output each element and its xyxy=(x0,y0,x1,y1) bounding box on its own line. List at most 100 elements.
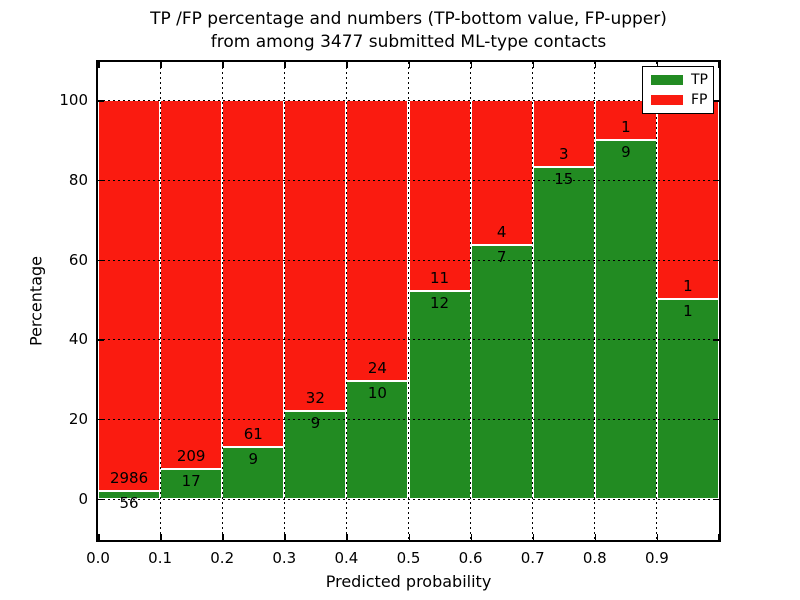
x-tick-label: 0.3 xyxy=(272,549,297,567)
gridline-horizontal xyxy=(98,259,719,261)
y-axis-tick-right xyxy=(713,418,719,421)
y-tick-label: 20 xyxy=(68,409,88,428)
y-axis-tick-right xyxy=(713,498,719,501)
tp-bar-segment xyxy=(594,140,657,499)
legend: TP FP xyxy=(642,66,714,114)
chart-title-line2: from among 3477 submitted ML-type contac… xyxy=(210,32,607,52)
fp-count-label: 1 xyxy=(621,118,631,137)
tp-bar-segment xyxy=(98,491,161,499)
gridline-vertical xyxy=(345,62,347,540)
tp-bar-segment xyxy=(160,468,223,499)
gridline-vertical xyxy=(283,62,285,540)
x-tick-label: 0.8 xyxy=(582,549,607,567)
x-axis-label: Predicted probability xyxy=(325,572,492,591)
y-tick-label: 60 xyxy=(68,250,88,269)
tp-count-label: 7 xyxy=(496,248,507,267)
gridline-vertical xyxy=(532,62,534,540)
tp-bar-segment xyxy=(656,299,719,499)
gridline-vertical xyxy=(221,62,223,540)
tp-legend-label: TP xyxy=(691,71,708,88)
y-axis-tick xyxy=(98,418,104,421)
tp-bar-segment xyxy=(222,447,285,499)
x-tick-label: 0.2 xyxy=(210,549,235,567)
x-axis-tick-top xyxy=(284,62,286,68)
fp-count-label: 32 xyxy=(305,389,325,408)
y-axis-tick-right xyxy=(713,100,719,102)
x-axis-tick xyxy=(656,534,659,540)
fp-bar-segment xyxy=(346,100,409,382)
x-axis-tick-top xyxy=(346,62,348,68)
fp-bar-segment xyxy=(222,100,285,448)
fp-bar-segment xyxy=(408,100,471,291)
x-axis-tick-top xyxy=(98,62,100,68)
chart-title: TP /FP percentage and numbers (TP-bottom… xyxy=(98,8,719,54)
x-axis-tick xyxy=(470,534,473,540)
x-tick-label: 0.7 xyxy=(520,549,545,567)
x-axis-tick-top xyxy=(408,62,410,68)
gridline-horizontal xyxy=(98,179,719,181)
gridline-horizontal xyxy=(98,100,719,102)
y-tick-label: 0 xyxy=(78,489,88,508)
fp-bar-segment xyxy=(470,100,533,246)
x-axis-tick xyxy=(160,534,162,540)
fp-count-label: 2986 xyxy=(109,469,149,488)
x-tick-label: 0.1 xyxy=(148,549,173,567)
fp-bar-segment xyxy=(98,100,161,492)
x-axis-tick xyxy=(408,534,410,540)
tp-bar-segment xyxy=(470,245,533,499)
x-axis-tick-top xyxy=(717,62,719,68)
y-axis-tick xyxy=(98,339,104,341)
gridline-horizontal xyxy=(98,498,719,500)
fp-count-label: 61 xyxy=(243,425,263,444)
y-axis-tick xyxy=(98,259,104,262)
x-axis-tick xyxy=(284,534,286,540)
fp-bar-segment xyxy=(656,100,719,300)
x-tick-label: 0.0 xyxy=(86,549,110,567)
gridline-horizontal xyxy=(98,418,719,420)
tp-count-label: 9 xyxy=(248,450,259,469)
gridline-vertical xyxy=(159,62,161,540)
x-tick-label: 0.6 xyxy=(458,549,483,567)
tp-count-label: 1 xyxy=(683,302,693,321)
tp-count-label: 17 xyxy=(181,471,201,490)
x-axis-tick-top xyxy=(222,62,224,68)
x-axis-tick-top xyxy=(656,62,659,68)
x-axis-tick xyxy=(717,534,719,540)
fp-legend-label: FP xyxy=(691,92,708,109)
x-axis-tick xyxy=(98,534,100,540)
tp-count-label: 56 xyxy=(119,494,139,513)
gridline-vertical xyxy=(408,62,409,540)
tp-bar-segment xyxy=(346,381,409,499)
fp-count-label: 24 xyxy=(367,359,387,378)
x-axis-tick xyxy=(222,534,224,540)
x-tick-label: 0.4 xyxy=(334,549,359,567)
fp-count-label: 1 xyxy=(683,277,693,296)
tp-count-label: 15 xyxy=(554,169,574,188)
y-axis-tick-right xyxy=(713,259,719,262)
chart-title-line1: TP /FP percentage and numbers (TP-bottom… xyxy=(150,9,667,29)
fp-bar-segment xyxy=(160,100,223,469)
legend-item-tp: TP xyxy=(643,72,713,88)
tp-count-label: 9 xyxy=(621,143,631,162)
legend-item-fp: FP xyxy=(643,92,713,108)
x-axis-tick-top xyxy=(470,62,473,68)
fp-legend-swatch xyxy=(651,95,683,106)
fp-count-label: 4 xyxy=(496,223,507,242)
x-tick-label: 0.9 xyxy=(644,549,669,567)
y-axis-tick xyxy=(98,179,104,182)
x-axis-tick-top xyxy=(594,62,597,68)
tp-count-label: 9 xyxy=(310,414,321,433)
y-axis-tick xyxy=(98,100,104,102)
fp-count-label: 11 xyxy=(430,268,450,287)
gridline-horizontal xyxy=(98,339,719,341)
y-tick-label: 80 xyxy=(68,170,88,189)
gridline-vertical xyxy=(656,62,658,540)
tp-bar-segment xyxy=(532,166,595,499)
tp-bar-segment xyxy=(284,411,347,499)
x-tick-label: 0.5 xyxy=(396,549,421,567)
fp-count-label: 3 xyxy=(558,144,569,163)
tp-count-label: 10 xyxy=(367,384,387,403)
gridline-vertical xyxy=(470,62,472,540)
fp-count-label: 209 xyxy=(176,446,206,465)
